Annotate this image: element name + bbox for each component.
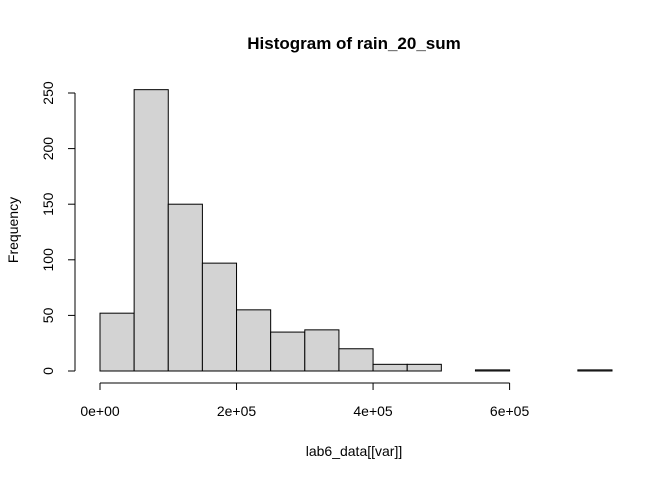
histogram-bar <box>372 363 408 372</box>
histogram-bar <box>474 369 511 372</box>
histogram-bar <box>304 329 340 372</box>
y-axis: 0 50 100 150 200 250 <box>40 81 76 375</box>
chart-title: Histogram of rain_20_sum <box>247 34 461 53</box>
histogram-bar <box>406 363 442 372</box>
y-tick-label: 250 <box>40 81 56 105</box>
histogram-bar <box>236 309 272 372</box>
histogram-bar <box>99 312 135 372</box>
y-axis-label: Frequency <box>5 197 21 263</box>
x-tick-label: 6e+05 <box>490 403 530 419</box>
x-tick-label: 2e+05 <box>217 403 257 419</box>
y-tick-label: 200 <box>40 137 56 161</box>
x-tick-label: 4e+05 <box>353 403 393 419</box>
histogram-bar <box>338 348 374 372</box>
histogram-bar <box>270 331 306 372</box>
histogram-bar <box>577 369 613 372</box>
histogram-bar <box>167 203 203 372</box>
x-axis-label: lab6_data[[var]] <box>306 443 403 459</box>
histogram-bar <box>201 262 238 372</box>
x-axis: 0e+00 2e+05 4e+05 6e+05 <box>80 382 530 419</box>
y-tick-label: 0 <box>40 367 56 375</box>
histogram-bar <box>133 89 169 372</box>
y-tick-label: 50 <box>40 307 56 323</box>
bars-group <box>99 89 613 372</box>
y-tick-label: 150 <box>40 192 56 216</box>
y-tick-label: 100 <box>40 248 56 272</box>
x-tick-label: 0e+00 <box>80 403 120 419</box>
